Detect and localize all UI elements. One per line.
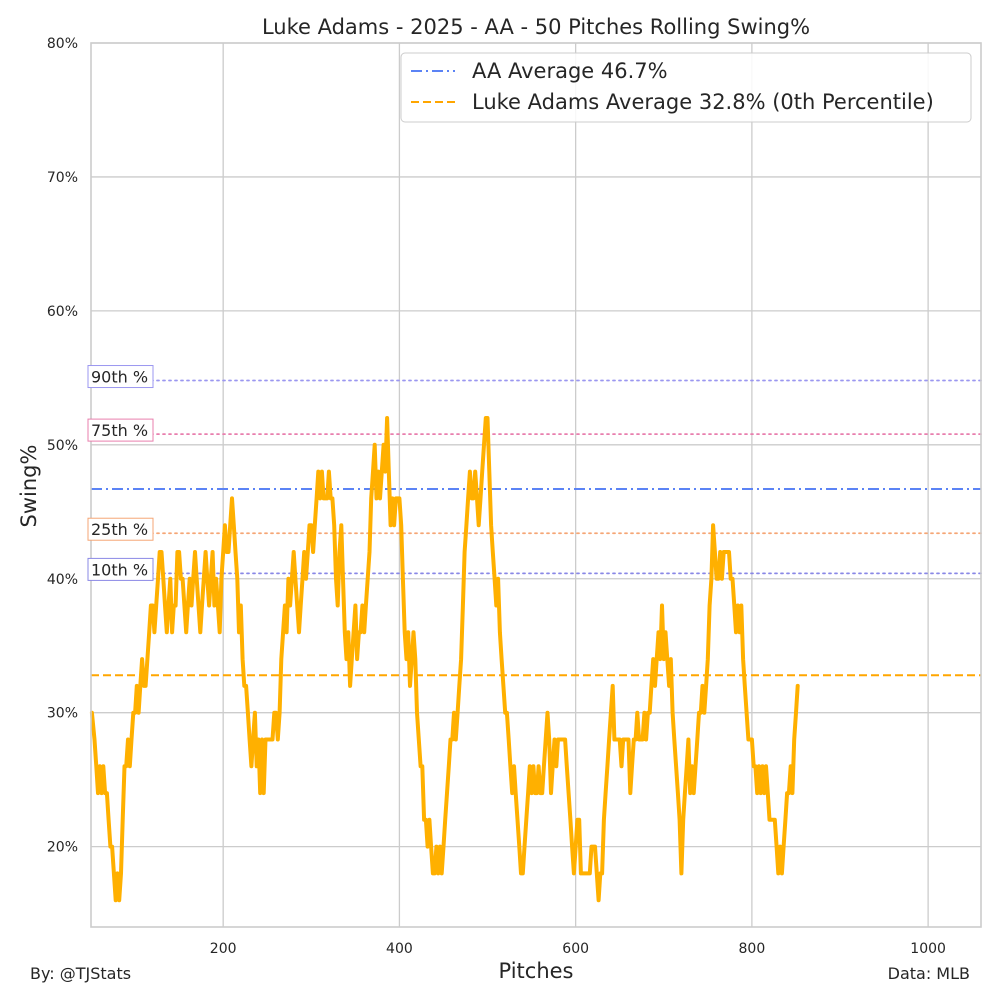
chart-title: Luke Adams - 2025 - AA - 50 Pitches Roll… — [262, 15, 810, 39]
y-tick-label-40: 40% — [47, 572, 78, 588]
legend-box — [400, 52, 972, 123]
series-group — [89, 416, 800, 903]
x-tick-label-600: 600 — [562, 941, 589, 957]
percentile-lines — [90, 379, 982, 575]
y-axis-label: Swing% — [17, 445, 41, 528]
p90-label-text: 90th % — [91, 368, 148, 387]
x-tick-label-1000: 1000 — [910, 941, 946, 957]
p25-label-text: 25th % — [91, 520, 148, 539]
x-tick-labels: 200 400 600 800 1000 — [210, 941, 946, 957]
credit-author: By: @TJStats — [30, 964, 132, 983]
p25-label-box — [87, 517, 154, 541]
plot-frame — [90, 42, 982, 928]
p90-label-box — [87, 365, 154, 389]
legend-label-player-average-line: Luke Adams Average 32.8% (0th Percentile… — [472, 90, 934, 114]
p90-label: 90th % — [87, 365, 154, 389]
x-tick-label-400: 400 — [386, 941, 413, 957]
percentile-labels: 90th % 75th % 25th % 10th % — [87, 365, 154, 581]
y-tick-label-20: 20% — [47, 840, 78, 856]
legend-label-aa-average-line: AA Average 46.7% — [472, 59, 668, 83]
y-tick-label-60: 60% — [47, 304, 78, 320]
p75-label: 75th % — [87, 418, 154, 442]
credit-data-source: Data: MLB — [887, 964, 970, 983]
legend: AA Average 46.7% Luke Adams Average 32.8%… — [400, 52, 972, 123]
y-tick-label-80: 80% — [47, 36, 78, 52]
y-tick-labels: 20% 30% 40% 50% 60% 70% 80% — [47, 36, 78, 856]
x-gridlines — [222, 43, 929, 927]
x-tick-label-800: 800 — [739, 941, 766, 957]
reference-lines — [91, 488, 981, 677]
x-axis-label: Pitches — [499, 959, 574, 983]
x-tick-label-200: 200 — [210, 941, 237, 957]
y-tick-label-70: 70% — [47, 170, 78, 186]
p10-label-box — [87, 557, 154, 581]
y-tick-label-30: 30% — [47, 706, 78, 722]
p10-label: 10th % — [87, 557, 154, 581]
p75-label-box — [87, 418, 154, 442]
p25-label: 25th % — [87, 517, 154, 541]
p75-label-text: 75th % — [91, 421, 148, 440]
series-line-rolling-swing — [89, 416, 800, 903]
y-tick-label-50: 50% — [47, 438, 78, 454]
p10-label-text: 10th % — [91, 560, 148, 579]
